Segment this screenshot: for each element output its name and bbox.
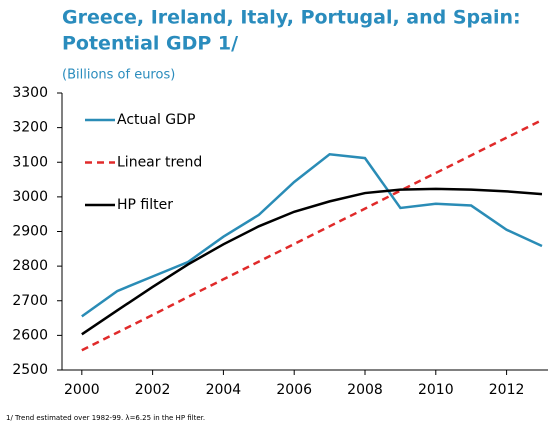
y-tick-label: 2900 bbox=[12, 224, 48, 240]
chart-subtitle: (Billions of euros) bbox=[62, 68, 175, 83]
y-tick-label: 2600 bbox=[12, 327, 48, 343]
y-tick-label: 2700 bbox=[12, 293, 48, 309]
y-tick-label: 2800 bbox=[12, 258, 48, 274]
y-tick-label: 3300 bbox=[12, 85, 48, 101]
y-tick-label: 3200 bbox=[12, 120, 48, 136]
x-tick-label: 2000 bbox=[64, 382, 100, 398]
x-tick-label: 2012 bbox=[489, 382, 525, 398]
legend-label: HP filter bbox=[117, 197, 173, 213]
series-line bbox=[81, 118, 543, 352]
chart-title: Greece, Ireland, Italy, Portugal, and Sp… bbox=[62, 7, 521, 29]
chart-title: Potential GDP 1/ bbox=[62, 33, 238, 55]
legend-label: Linear trend bbox=[117, 155, 202, 171]
series-line bbox=[81, 152, 543, 318]
x-tick-label: 2010 bbox=[418, 382, 454, 398]
legend-label: Actual GDP bbox=[117, 112, 195, 128]
y-tick-label: 2500 bbox=[12, 362, 48, 378]
series-line bbox=[81, 187, 543, 336]
x-tick-label: 2008 bbox=[347, 382, 383, 398]
y-tick-label: 3000 bbox=[12, 189, 48, 205]
x-tick-label: 2004 bbox=[206, 382, 242, 398]
footnote: 1/ Trend estimated over 1982-99. λ=6.25 … bbox=[6, 414, 205, 422]
x-tick-label: 2006 bbox=[276, 382, 312, 398]
y-tick-label: 3100 bbox=[12, 154, 48, 170]
x-tick-label: 2002 bbox=[135, 382, 171, 398]
